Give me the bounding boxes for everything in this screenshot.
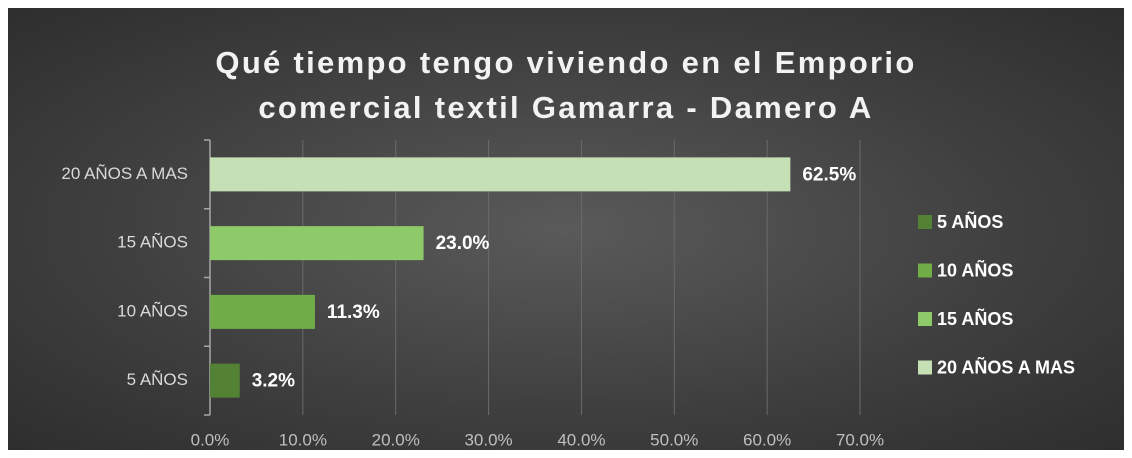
- x-tick-label: 30.0%: [464, 430, 512, 449]
- data-label: 23.0%: [436, 233, 490, 254]
- data-label: 62.5%: [802, 164, 856, 185]
- legend-swatch: [918, 360, 932, 375]
- x-tick-label: 20.0%: [372, 430, 420, 449]
- x-tick-label: 0.0%: [191, 430, 230, 449]
- data-label: 11.3%: [327, 302, 380, 323]
- x-tick-label: 40.0%: [557, 430, 605, 449]
- legend-label: 5 AÑOS: [937, 211, 1003, 232]
- legend-swatch: [918, 263, 932, 278]
- legend-label: 10 AÑOS: [937, 259, 1013, 280]
- bar: [210, 157, 791, 192]
- bar: [210, 363, 240, 398]
- x-tick-label: 60.0%: [743, 430, 791, 449]
- bar: [210, 294, 315, 329]
- x-tick-label: 70.0%: [836, 430, 884, 449]
- data-label: 3.2%: [252, 371, 295, 392]
- legend-label: 15 AÑOS: [937, 308, 1013, 329]
- chart-area: Qué tiempo tengo viviendo en el Emporio …: [8, 8, 1124, 450]
- y-tick-label: 5 AÑOS: [127, 370, 188, 389]
- x-tick-label: 10.0%: [279, 430, 327, 449]
- chart-title: Qué tiempo tengo viviendo en el Emporio …: [215, 45, 917, 125]
- legend-swatch: [918, 215, 932, 229]
- y-tick-label: 20 AÑOS A MAS: [61, 164, 188, 183]
- legend-swatch: [918, 312, 932, 326]
- bar: [210, 226, 424, 261]
- y-tick-label: 15 AÑOS: [117, 233, 188, 252]
- y-tick-label: 10 AÑOS: [117, 301, 188, 320]
- x-tick-label: 50.0%: [650, 430, 698, 449]
- legend-label: 20 AÑOS A MAS: [937, 356, 1075, 377]
